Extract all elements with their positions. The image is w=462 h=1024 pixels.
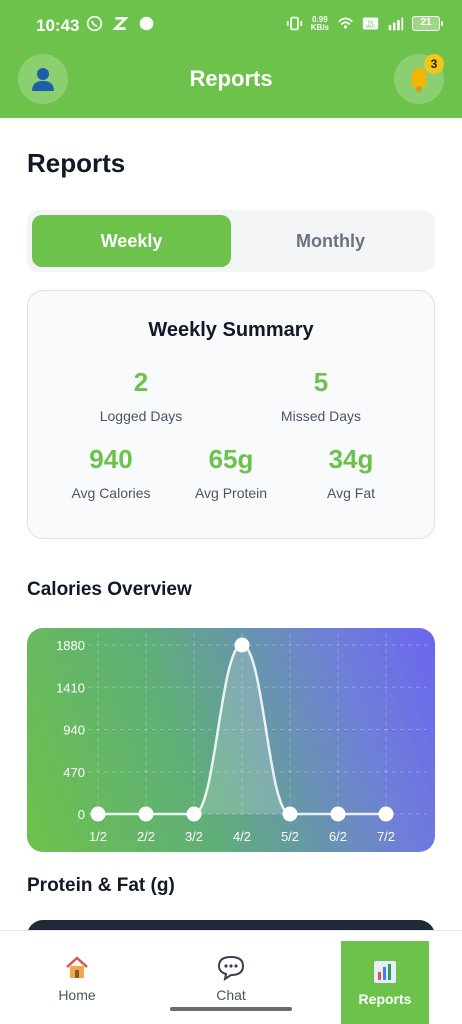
status-system-icons: 0.99 KB/s Vo WiFi 21 — [286, 14, 443, 32]
header-title: Reports — [189, 66, 273, 91]
missed-days-label: Missed Days — [280, 408, 362, 424]
avg-protein-label: Avg Protein — [194, 485, 268, 501]
nav-reports-label: Reports — [358, 991, 412, 1007]
weekly-summary-card: Weekly Summary 2 Logged Days 5 Missed Da… — [27, 290, 435, 539]
data-point — [90, 806, 106, 822]
nav-chat[interactable]: Chat — [187, 941, 275, 1017]
status-time: 10:43 — [36, 16, 80, 35]
y-tick-label: 1410 — [56, 680, 85, 695]
nav-home-label: Home — [58, 987, 96, 1003]
user-icon — [32, 68, 54, 91]
period-toggle: Weekly Monthly — [27, 210, 435, 272]
x-tick-label: 2/2 — [137, 829, 155, 844]
protein-fat-title: Protein & Fat (g) — [27, 875, 175, 896]
svg-text:WiFi: WiFi — [366, 24, 375, 30]
whatsapp-icon — [86, 15, 103, 32]
circle-icon — [139, 16, 154, 31]
x-tick-label: 3/2 — [185, 829, 203, 844]
weekly-tab[interactable]: Weekly — [32, 215, 231, 267]
data-point — [330, 806, 346, 822]
battery-icon: 21 — [412, 16, 443, 31]
avg-calories-label: Avg Calories — [71, 485, 151, 501]
y-tick-label: 1880 — [56, 638, 85, 653]
home-indicator — [170, 1007, 292, 1011]
z-app-icon — [112, 17, 129, 30]
nav-home[interactable]: Home — [33, 941, 121, 1017]
chat-icon — [217, 955, 245, 981]
data-point — [186, 806, 202, 822]
vowifi-icon: Vo WiFi — [362, 17, 379, 30]
network-speed: 0.99 KB/s — [310, 14, 329, 32]
profile-button[interactable] — [18, 54, 68, 104]
bar-chart-icon — [374, 961, 396, 983]
home-icon — [66, 956, 88, 978]
nav-reports[interactable]: Reports — [341, 941, 429, 1024]
calories-overview-title: Calories Overview — [27, 579, 192, 600]
avg-calories-value: 940 — [89, 444, 133, 474]
avg-protein-value: 65g — [208, 444, 254, 474]
data-point — [282, 806, 298, 822]
y-tick-label: 0 — [78, 807, 85, 822]
summary-title: Weekly Summary — [148, 319, 314, 341]
avg-fat-label: Avg Fat — [327, 485, 375, 501]
logged-days-value: 2 — [133, 367, 149, 397]
missed-days-value: 5 — [313, 367, 329, 397]
status-bar: 10:43 0.99 KB/s Vo WiFi — [0, 0, 462, 48]
y-tick-label: 940 — [63, 723, 85, 738]
data-point — [234, 637, 250, 653]
calories-line-chart: 0 470 940 1410 1880 1/2 2/2 3/2 4/2 5/2 6/2 7/2 — [56, 633, 427, 844]
svg-text:Vo: Vo — [368, 20, 374, 26]
notification-badge: 3 — [424, 54, 444, 74]
series-area — [98, 645, 386, 814]
monthly-tab[interactable]: Monthly — [296, 230, 365, 251]
app-header: Reports 3 — [0, 48, 462, 118]
data-point — [138, 806, 154, 822]
data-point — [378, 806, 394, 822]
nav-chat-label: Chat — [216, 987, 246, 1003]
status-notification-icons — [86, 15, 155, 32]
notifications-button[interactable]: 3 — [394, 54, 444, 104]
avg-fat-value: 34g — [328, 444, 374, 474]
x-tick-label: 7/2 — [377, 829, 395, 844]
calories-chart: 0 470 940 1410 1880 1/2 2/2 3/2 4/2 5/2 6/2 7/2 — [27, 628, 435, 852]
signal-icon — [388, 17, 404, 31]
x-tick-label: 1/2 — [89, 829, 107, 844]
x-tick-label: 6/2 — [329, 829, 347, 844]
logged-days-label: Logged Days — [99, 408, 183, 424]
x-tick-label: 5/2 — [281, 829, 299, 844]
page-title: Reports — [27, 148, 126, 178]
x-tick-label: 4/2 — [233, 829, 251, 844]
wifi-icon — [338, 17, 353, 29]
vibrate-icon — [286, 16, 302, 31]
y-tick-label: 470 — [63, 765, 85, 780]
bell-icon — [409, 68, 429, 92]
